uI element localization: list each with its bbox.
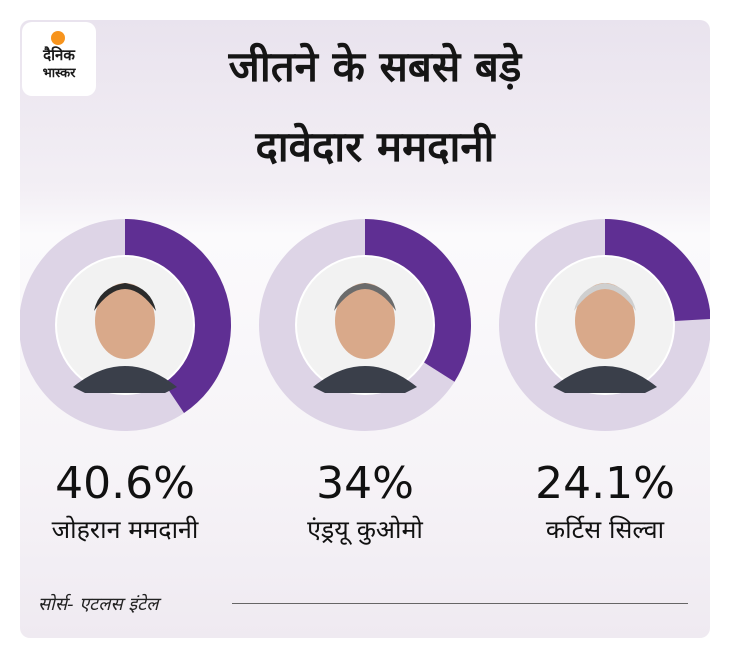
donut-3: [499, 219, 710, 431]
donut-2: [259, 219, 471, 431]
logo-sun-icon: [51, 31, 65, 45]
portrait-photo: [57, 257, 193, 393]
candidate-name: एंड्रयू कुओमो: [307, 515, 423, 544]
value-label: 40.6%: [55, 458, 195, 509]
logo-text-line2: भास्कर: [42, 66, 76, 81]
value-label: 34%: [316, 458, 414, 509]
portrait-photo: [537, 257, 673, 393]
chart-title-line2: दावेदार ममदानी: [255, 122, 495, 171]
candidate-name: जोहरान ममदानी: [51, 515, 199, 544]
donut-charts: [20, 219, 710, 431]
portrait-photo: [297, 257, 433, 393]
candidate-name: कर्टिस सिल्वा: [545, 515, 665, 544]
value-label: 24.1%: [535, 458, 675, 509]
chart-title-line1: जीतने के सबसे बड़े: [228, 42, 522, 91]
source-note: सोर्स- एटलस इंटेल: [38, 594, 159, 615]
infographic-card: दैनिक भास्कर जीतने के सबसे बड़े दावेदार …: [20, 20, 710, 638]
brand-logo: दैनिक भास्कर: [22, 22, 96, 96]
logo-text-line1: दैनिक: [43, 46, 75, 64]
footer-divider: [232, 603, 688, 604]
donut-1: [20, 219, 231, 431]
